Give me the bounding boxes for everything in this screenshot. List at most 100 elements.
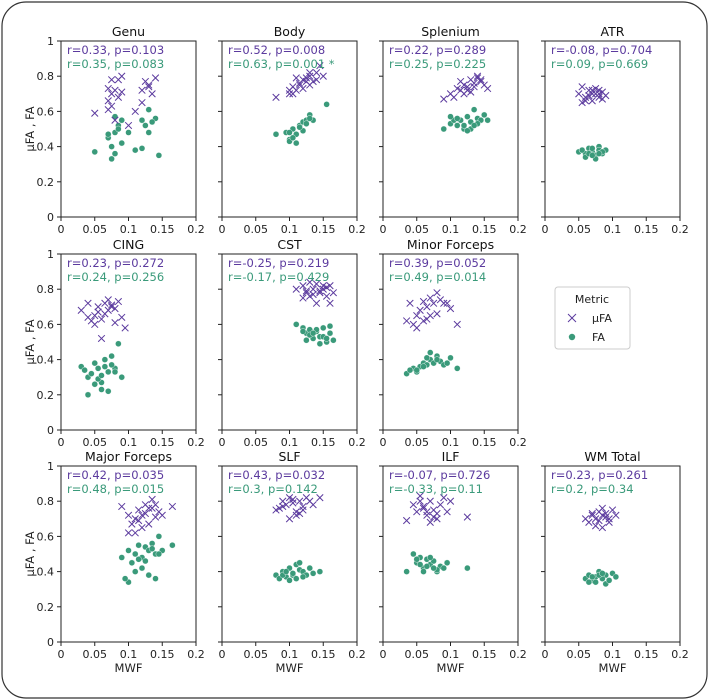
ufa-point-stroke [470,79,478,87]
ufa-point-stroke [319,285,327,293]
ufa-point-stroke [319,72,327,80]
y-axis-label: μFA , FA [23,319,37,364]
ufa-point [329,289,338,297]
ufa-point-stroke [581,515,590,523]
fa-point [299,573,307,581]
fa-point [420,363,427,370]
ufa-point-stroke [299,502,307,511]
ufa-point-stroke [480,81,488,89]
ufa-point [426,518,434,526]
x-tick-label: 0.1 [281,223,299,236]
ufa-point [94,303,102,311]
ufa-point-stroke [326,282,334,290]
fa-point [595,150,603,157]
ufa-point-stroke [440,299,448,307]
ufa-point-stroke [299,294,307,302]
ufa-point-stroke [285,494,294,502]
ufa-point [151,513,160,521]
fa-point [612,573,620,581]
ufa-point-stroke [141,509,150,518]
ufa-point-stroke [299,84,307,93]
fa-point [135,556,142,563]
ufa-point-stroke [416,492,424,500]
ufa-point [299,282,307,290]
x-tick-label: 0.1 [604,648,622,661]
x-tick-label: 0.2 [509,223,527,236]
panel-major-forceps: Major Forceps 0 0.05 0.1 0.15 0.2 0 0.2 0.4 0.6 0.… [23,449,205,675]
fa-point [289,134,297,142]
x-tick-label: 0 [380,223,387,236]
ufa-point-stroke [275,504,284,512]
fa-point [145,106,152,113]
ufa-stat: r=0.39, p=0.052 [389,256,486,270]
ufa-point [145,83,153,91]
x-tick-label: 0.15 [311,436,336,449]
ufa-stat: r=-0.07, p=0.726 [389,468,490,482]
fa-point [289,570,297,577]
ufa-point-stroke [148,504,156,512]
ufa-point [446,304,455,313]
ufa-point [316,287,324,295]
panel-title: Body [274,24,306,39]
ufa-point-stroke [473,72,482,80]
ufa-point-stroke [302,494,311,502]
ufa-point-stroke [413,508,421,516]
fa-point [316,340,324,347]
ufa-point [309,290,317,299]
ufa-point-stroke [285,86,294,94]
ufa-point-stroke [145,520,153,528]
fa-point [403,568,410,575]
fa-point [470,106,478,113]
ufa-point [128,520,136,528]
fa-point [138,116,146,124]
fa-point [118,374,125,381]
fa-point [138,145,146,152]
ufa-point-stroke [429,299,438,307]
ufa-stat: r=0.52, p=0.008 [228,43,325,57]
x-tick-label: 0.05 [567,648,592,661]
ufa-point [453,320,461,329]
ufa-point-stroke [406,299,414,307]
ufa-point-stroke [575,90,583,98]
ufa-point-stroke [138,523,146,532]
ufa-point [319,285,327,293]
ufa-point-stroke [114,297,123,306]
panel-title: SLF [278,449,300,464]
ufa-stat: r=0.33, p=0.103 [67,43,164,57]
ufa-point-stroke [588,86,596,94]
fa-point [481,111,488,119]
x-tick-label: 0.05 [405,223,430,236]
panel-cing: CING 0 0.05 0.1 0.15 0.2 0 0.2 0.4 0.6 0.8 1 μFA , F… [23,237,205,449]
ufa-point-stroke [111,304,119,313]
ufa-point [118,502,126,511]
ufa-point-stroke [306,292,314,300]
ufa-point [578,98,586,107]
ufa-point [413,324,421,332]
ufa-point-stroke [306,72,314,80]
x-tick-label: 0.05 [244,436,269,449]
ufa-point-stroke [289,499,297,507]
ufa-point-stroke [588,509,596,518]
fa-stat: r=0.2, p=0.34 [551,482,634,496]
ufa-point [118,72,126,80]
ufa-stat: r=0.43, p=0.032 [228,468,325,482]
ufa-point [299,76,307,84]
ufa-point-stroke [306,497,314,505]
panels: Genu 0 0.05 0.1 0.15 0.2 0 0.2 0.4 0.6 0.8 1 μFA , F… [23,24,689,675]
ufa-point-stroke [470,83,478,91]
ufa-point-stroke [138,86,146,94]
ufa-point-stroke [104,84,112,93]
ufa-point-stroke [595,86,603,94]
ufa-point-stroke [456,77,465,86]
ufa-point-stroke [292,508,300,516]
fa-point [125,129,132,136]
ufa-point [77,306,85,314]
y-tick-label: 0.8 [37,495,55,508]
legend-title: Metric [575,293,609,306]
ufa-point-stroke [91,109,99,117]
ufa-point [416,497,424,505]
ufa-point [429,299,438,307]
fa-point [155,550,163,558]
ufa-point-stroke [151,74,160,82]
ufa-point [309,285,317,293]
